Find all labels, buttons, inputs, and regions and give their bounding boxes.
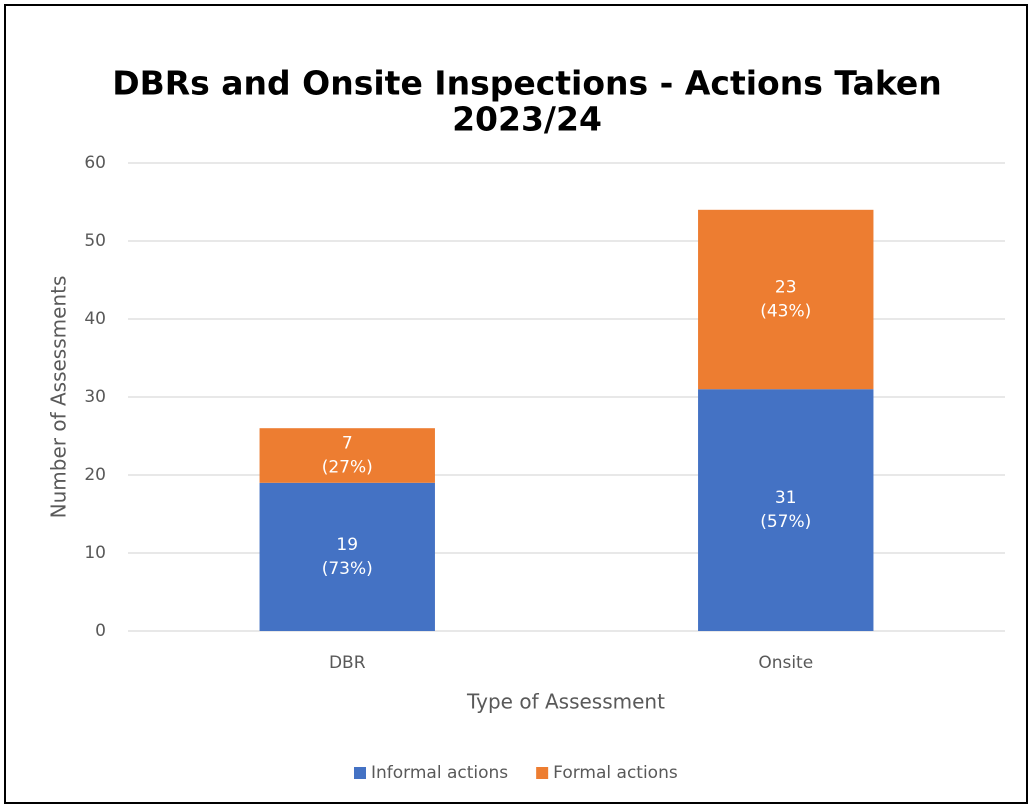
x-axis-title: Type of Assessment — [466, 690, 665, 714]
data-label: (43%) — [760, 302, 811, 322]
y-axis-title: Number of Assessments — [47, 276, 71, 519]
y-tick-label: 0 — [95, 621, 106, 641]
data-label: (27%) — [322, 458, 373, 478]
bar-segment — [698, 389, 874, 631]
bar-segment — [698, 209, 874, 390]
data-label: 19 — [336, 535, 358, 555]
bar-segment — [259, 482, 435, 631]
chart-title: DBRs and Onsite Inspections - Actions Ta… — [112, 64, 942, 103]
data-label: 23 — [775, 278, 797, 298]
y-tick-label: 60 — [84, 153, 106, 173]
legend-swatch — [536, 767, 549, 779]
x-tick-label: Onsite — [758, 653, 813, 673]
y-tick-label: 50 — [84, 231, 106, 251]
y-tick-label: 30 — [84, 387, 106, 407]
y-tick-label: 20 — [84, 465, 106, 485]
bar-segment — [259, 428, 435, 483]
legend-swatch — [354, 767, 366, 779]
data-label: 7 — [342, 434, 353, 454]
x-tick-label: DBR — [329, 653, 366, 673]
data-label: (57%) — [760, 512, 811, 532]
data-label: 31 — [775, 488, 797, 508]
legend-label: Informal actions — [371, 763, 508, 783]
chart-title: 2023/24 — [452, 100, 602, 139]
legend-label: Formal actions — [553, 763, 678, 783]
y-tick-label: 40 — [84, 309, 106, 329]
y-tick-label: 10 — [84, 543, 106, 563]
data-label: (73%) — [322, 559, 373, 579]
